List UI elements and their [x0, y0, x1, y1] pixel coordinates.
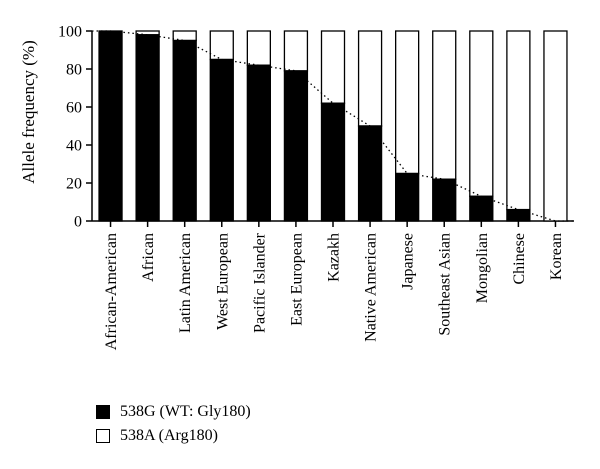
- x-tick-label: East European: [288, 233, 305, 326]
- y-tick-label: 0: [74, 214, 82, 231]
- x-tick-label: African: [140, 233, 157, 282]
- bar-538a: [506, 30, 531, 211]
- bar-538a: [283, 30, 309, 72]
- bar-538a: [543, 30, 568, 222]
- y-tick-label: 20: [66, 176, 82, 193]
- x-tick-label: Korean: [548, 233, 565, 280]
- bar-538g: [357, 125, 383, 222]
- bar-538g: [172, 39, 197, 222]
- bar-538a: [469, 30, 494, 197]
- legend-swatch-538g: [96, 405, 110, 419]
- x-tick-label: Chinese: [511, 233, 528, 285]
- bar-538a: [246, 30, 271, 66]
- x-tick-label: Kazakh: [326, 233, 343, 282]
- bar-538g: [135, 34, 160, 222]
- x-tick-label: West European: [214, 233, 231, 330]
- x-tick-label: Pacific Islander: [251, 232, 268, 333]
- bar-538g: [432, 178, 457, 222]
- bar-538a: [432, 30, 457, 180]
- x-tick-label: African-American: [103, 233, 120, 350]
- legend-item-538a: 538A (Arg180): [96, 424, 251, 448]
- bar-538g: [320, 102, 346, 222]
- x-tick-label: Native American: [363, 233, 380, 342]
- legend-item-538g: 538G (WT: Gly180): [96, 400, 251, 424]
- bar-538g: [98, 30, 123, 222]
- bar-538a: [209, 30, 234, 61]
- bar-538g: [395, 172, 420, 222]
- legend-label-538g: 538G (WT: Gly180): [120, 403, 251, 420]
- x-tick-label: Southeast Asian: [437, 233, 454, 336]
- bar-538a: [172, 30, 197, 42]
- bar-538g: [246, 64, 271, 222]
- trend-line: [92, 30, 574, 222]
- y-axis-label: Allele frequency (%): [19, 40, 38, 183]
- bar-538g: [209, 58, 234, 222]
- bar-538a: [395, 30, 420, 175]
- bar-538g: [469, 195, 494, 222]
- x-tick-label: Japanese: [400, 233, 417, 290]
- x-tick-label: Latin American: [177, 233, 194, 333]
- y-tick-label: 60: [66, 100, 82, 117]
- bars: [98, 30, 568, 222]
- x-tick-label: Mongolian: [474, 233, 491, 303]
- y-tick-label: 80: [66, 62, 82, 79]
- y-tick-label: 40: [66, 138, 82, 155]
- legend: 538G (WT: Gly180) 538A (Arg180): [96, 400, 251, 448]
- x-tick-labels: African-American African Latin American Wes…: [103, 232, 565, 350]
- bar-538a: [357, 30, 383, 127]
- trend-line-path: [92, 30, 574, 222]
- bar-538g: [506, 208, 531, 222]
- y-tick-label: 100: [58, 24, 82, 41]
- bar-538g: [283, 70, 309, 222]
- axes: 0 20 40 60 80 100: [58, 24, 574, 231]
- legend-label-538a: 538A (Arg180): [120, 427, 218, 444]
- bar-538a: [320, 30, 346, 104]
- legend-swatch-538a: [96, 429, 110, 443]
